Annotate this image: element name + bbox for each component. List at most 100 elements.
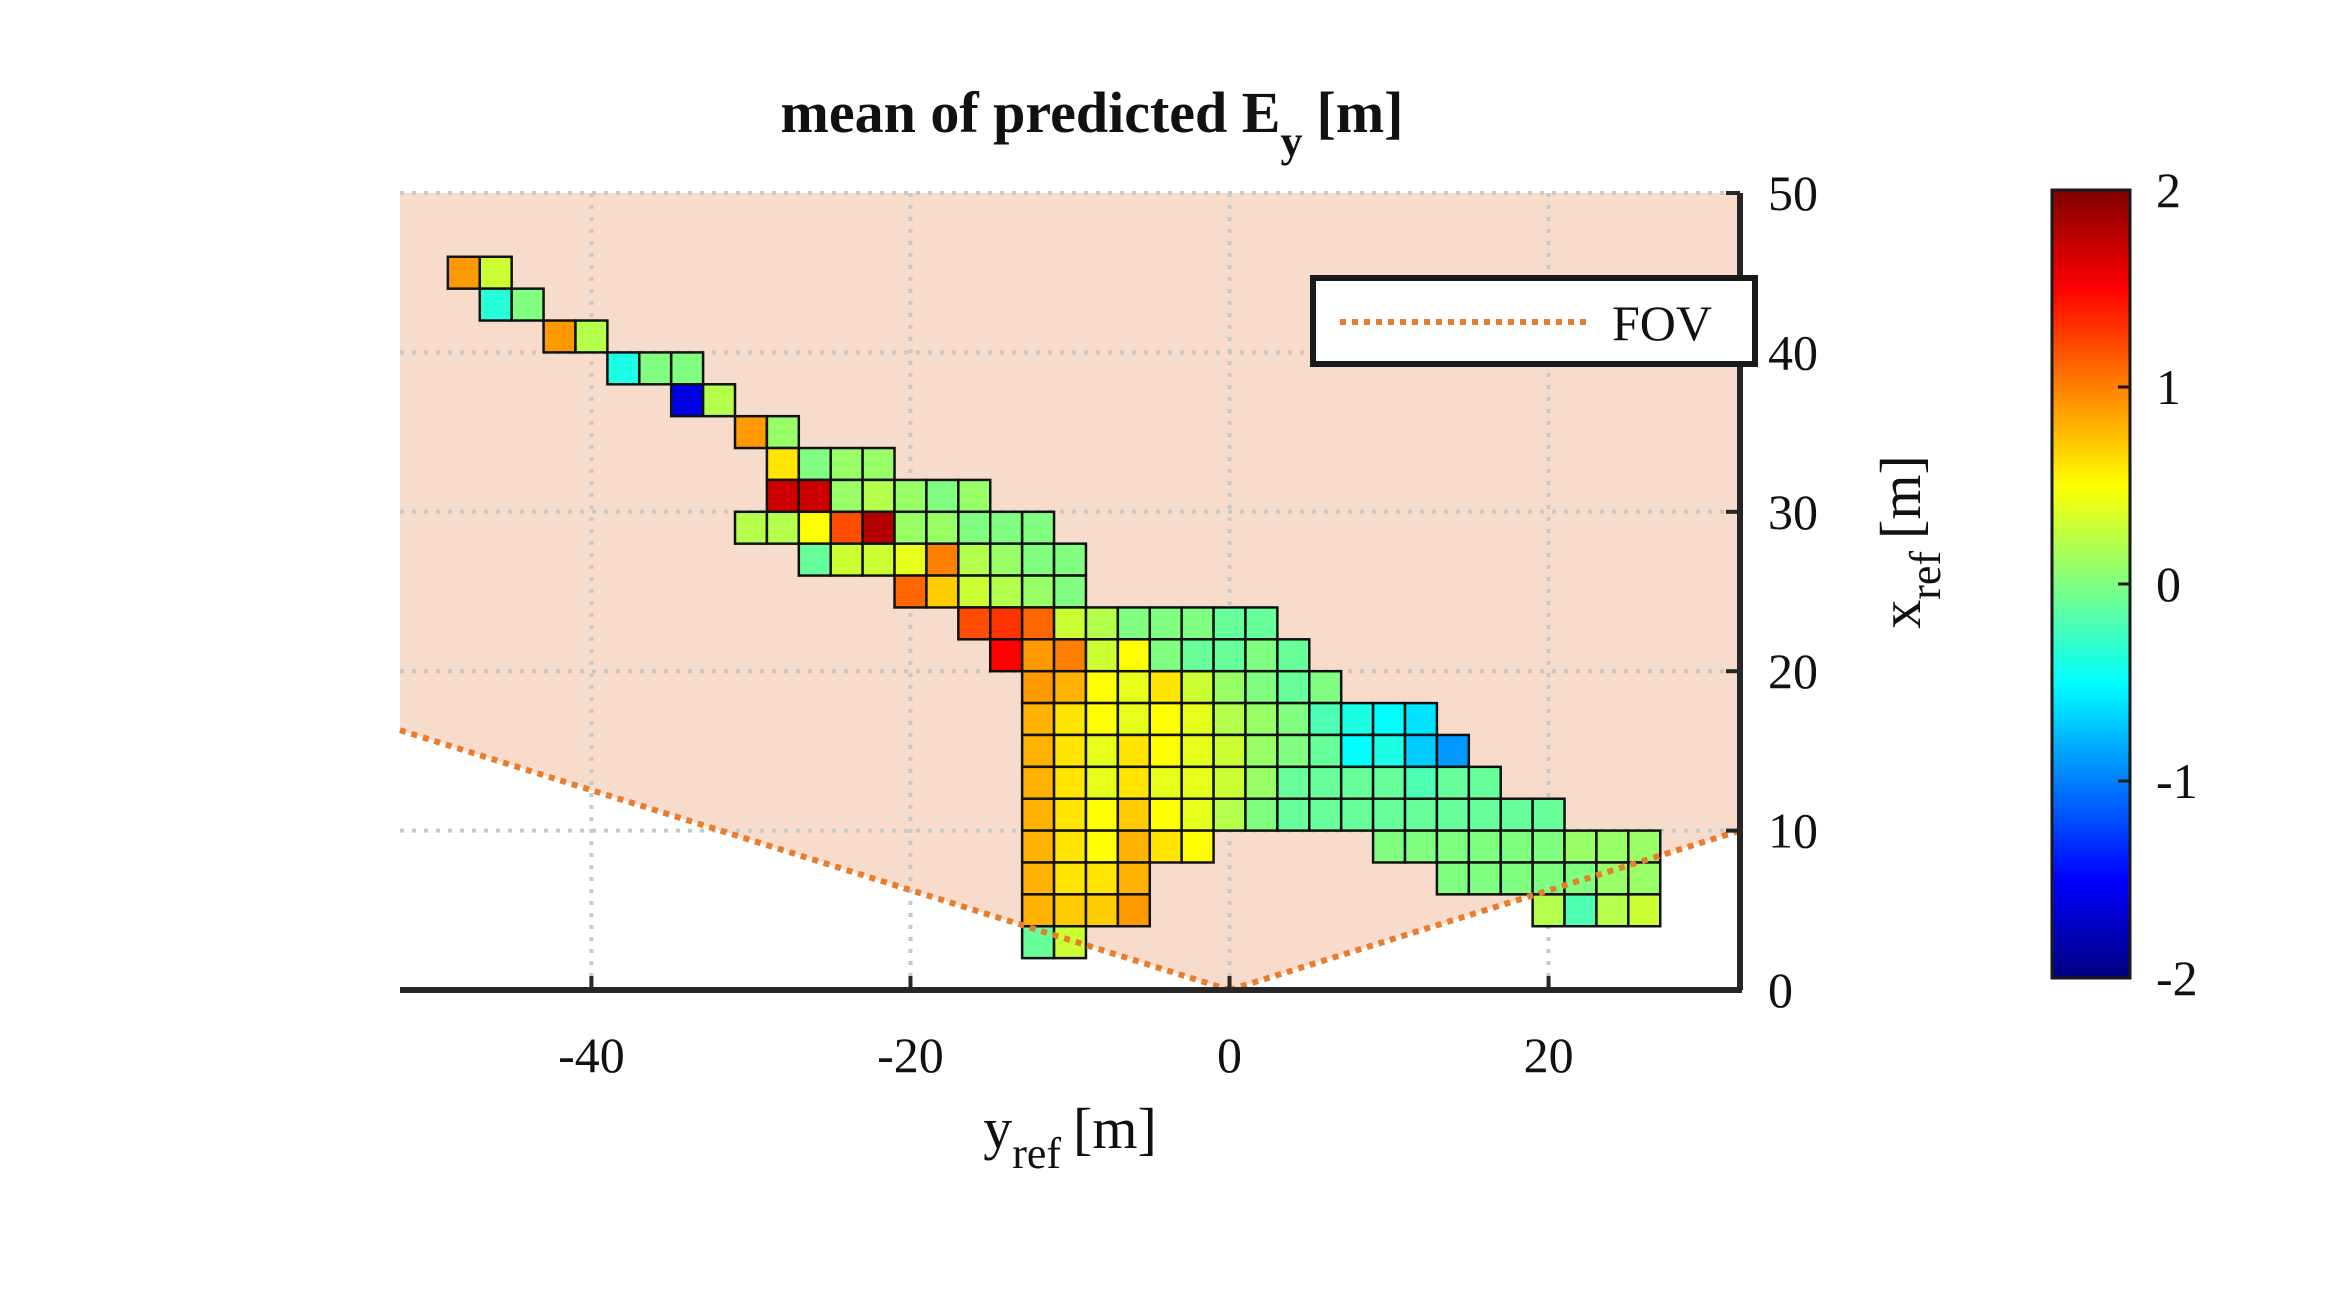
- x-axis-label: yref [m]: [983, 1096, 1157, 1178]
- legend: FOV: [1310, 275, 1758, 367]
- x-tick-label: 0: [1217, 1027, 1242, 1083]
- heatmap-cell: [1244, 638, 1279, 673]
- chart-title-subscript: y: [1281, 117, 1303, 166]
- heatmap-cell: [1148, 765, 1183, 800]
- y-axis-label-main: x: [1868, 600, 1933, 629]
- heatmap-cell: [1212, 733, 1247, 769]
- heatmap-cell: [1084, 669, 1120, 705]
- colorbar-tick-label: 2: [2156, 162, 2181, 218]
- heatmap-cell: [1052, 893, 1088, 928]
- heatmap-cell: [1499, 829, 1534, 864]
- heatmap-cell: [797, 510, 832, 545]
- heatmap-cell: [1212, 765, 1247, 800]
- colorbar-tick-label: -2: [2156, 950, 2198, 1006]
- heatmap-cell: [1116, 797, 1152, 832]
- heatmap-cell: [988, 510, 1024, 545]
- heatmap-cell: [733, 414, 769, 450]
- heatmap-cell: [1084, 765, 1120, 800]
- heatmap-cell: [1435, 861, 1471, 896]
- heatmap-cell: [988, 606, 1024, 641]
- chart-title: mean of predicted Ey [m]: [781, 80, 1404, 166]
- heatmap-cell: [1435, 829, 1471, 864]
- heatmap-cell: [1467, 861, 1502, 896]
- x-axis-label-subscript: ref: [1012, 1129, 1061, 1178]
- heatmap-cell: [1084, 638, 1120, 673]
- heatmap-cell: [1084, 733, 1120, 769]
- heatmap-cell: [988, 638, 1024, 673]
- x-tick-label: -20: [877, 1027, 944, 1083]
- heatmap-cell: [1595, 829, 1630, 864]
- y-tick-label: 0: [1768, 962, 1793, 1018]
- heatmap-cell: [957, 574, 992, 609]
- x-axis-label-unit: [m]: [1073, 1096, 1157, 1161]
- heatmap-cell: [1020, 893, 1056, 928]
- x-axis-label-main: y: [983, 1096, 1012, 1161]
- heatmap-cell: [829, 510, 864, 545]
- heatmap-cell: [1084, 606, 1120, 641]
- heatmap-cell: [1339, 701, 1375, 737]
- heatmap-cell: [1052, 765, 1088, 800]
- heatmap-cell: [957, 510, 992, 545]
- heatmap-cell: [1371, 701, 1407, 737]
- heatmap-cell: [829, 542, 864, 577]
- heatmap-cell: [1116, 861, 1152, 896]
- heatmap-cell: [510, 287, 545, 322]
- heatmap-cell: [1627, 861, 1662, 896]
- heatmap-cell: [1276, 669, 1311, 705]
- heatmap-cell: [1148, 669, 1183, 705]
- heatmap-cell: [1531, 861, 1566, 896]
- heatmap-cell: [1563, 893, 1598, 928]
- heatmap-cell: [1308, 701, 1343, 737]
- y-tick-label: 30: [1768, 484, 1818, 540]
- heatmap-cell: [1148, 797, 1183, 832]
- heatmap-cell: [1339, 797, 1375, 832]
- heatmap-cell: [1052, 701, 1088, 737]
- y-tick-labels: 0 10 20 30 40 50: [1768, 165, 1818, 1018]
- heatmap-cell: [1020, 861, 1056, 896]
- chart-title-unit: [m]: [1317, 80, 1404, 145]
- fov-right-edge: [1228, 827, 1741, 993]
- heatmap-cell: [1084, 893, 1120, 928]
- heatmap-cell: [733, 510, 769, 545]
- heatmap-cell: [1499, 797, 1534, 832]
- heatmap-cell: [1052, 797, 1088, 832]
- heatmap-cell: [1308, 733, 1343, 769]
- heatmap-cell: [861, 478, 896, 514]
- heatmap-cell: [1435, 797, 1471, 832]
- heatmap-cell: [1212, 797, 1247, 832]
- heatmap-cell: [1020, 924, 1056, 960]
- heatmap-cell: [1276, 733, 1311, 769]
- heatmap-cell: [957, 478, 992, 514]
- heatmap-cell: [1403, 797, 1439, 832]
- heatmap-cell: [1020, 765, 1056, 800]
- heatmap-cell: [765, 478, 801, 514]
- heatmap-cell: [957, 606, 992, 641]
- heatmap-cell: [1308, 765, 1343, 800]
- heatmap-cell: [765, 414, 801, 450]
- heatmap-cell: [1531, 797, 1566, 832]
- heatmap-cell: [1403, 733, 1439, 769]
- heatmap-cell: [1148, 638, 1183, 673]
- heatmap-cell: [1020, 797, 1056, 832]
- colorbar-tick-label: -1: [2156, 753, 2198, 809]
- y-tick-label: 10: [1768, 803, 1818, 859]
- heatmap-cell: [701, 383, 737, 418]
- heatmap-cell: [446, 255, 482, 290]
- y-tick-label: 50: [1768, 165, 1818, 221]
- heatmap-cell: [478, 255, 513, 290]
- heatmap-cell: [925, 478, 960, 514]
- heatmap-cell: [1435, 733, 1471, 769]
- heatmap-cell: [1084, 861, 1120, 896]
- y-axis-label-subscript: ref: [1901, 551, 1950, 600]
- colorbar-tick-label: 1: [2156, 359, 2181, 415]
- heatmap-cell: [1244, 797, 1279, 832]
- heatmap-cell: [1403, 701, 1439, 737]
- heatmap-cell: [1020, 701, 1056, 737]
- heatmap-cell: [988, 574, 1024, 609]
- heatmap-cell: [1180, 669, 1215, 705]
- heatmap-cell: [1531, 829, 1566, 864]
- heatmap-cell: [1403, 765, 1439, 800]
- heatmap-cell: [1020, 574, 1056, 609]
- heatmap-cell: [1467, 797, 1502, 832]
- heatmap-cell: [1052, 606, 1088, 641]
